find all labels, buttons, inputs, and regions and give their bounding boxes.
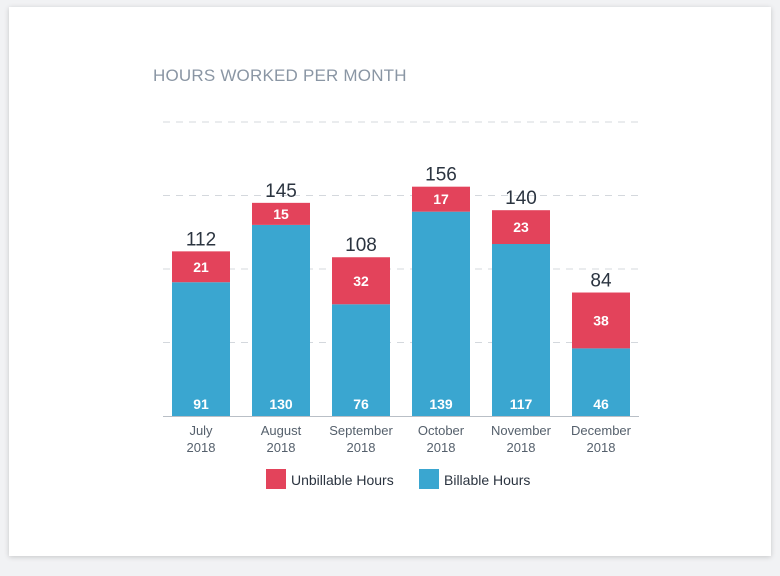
legend: Unbillable Hours Billable Hours bbox=[266, 469, 530, 489]
bar-billable bbox=[572, 348, 630, 416]
data-label-unbillable: 23 bbox=[513, 219, 529, 235]
x-tick-label: 2018 bbox=[507, 440, 536, 455]
data-label-unbillable: 21 bbox=[193, 259, 209, 275]
data-label-billable: 117 bbox=[510, 396, 533, 412]
gridlines bbox=[163, 121, 639, 417]
legend-swatch bbox=[419, 469, 439, 489]
data-label-billable: 139 bbox=[429, 396, 453, 412]
data-label-total: 140 bbox=[505, 188, 537, 209]
data-label-unbillable: 17 bbox=[433, 191, 449, 207]
bar-billable bbox=[412, 211, 470, 416]
bar-billable bbox=[252, 224, 310, 416]
data-label-unbillable: 38 bbox=[593, 312, 609, 328]
bar-billable bbox=[172, 282, 230, 416]
chart-title: HOURS WORKED PER MONTH bbox=[153, 66, 407, 85]
bar-unbillable bbox=[412, 186, 470, 212]
x-tick-label: October bbox=[418, 423, 465, 438]
x-tick-label: 2018 bbox=[187, 440, 216, 455]
data-label-billable: 91 bbox=[193, 396, 209, 412]
bar-billable bbox=[492, 244, 550, 416]
x-tick-label: 2018 bbox=[427, 440, 456, 455]
data-label-billable: 130 bbox=[269, 396, 293, 412]
bar-unbillable bbox=[572, 292, 630, 349]
x-tick-label: July bbox=[189, 423, 213, 438]
data-label-billable: 46 bbox=[593, 396, 609, 412]
data-label-unbillable: 32 bbox=[353, 273, 369, 289]
x-tick-label: 2018 bbox=[587, 440, 616, 455]
data-label-total: 112 bbox=[186, 229, 216, 250]
data-label-total: 84 bbox=[590, 271, 612, 292]
data-label-total: 108 bbox=[345, 235, 377, 256]
data-label-total: 156 bbox=[425, 165, 457, 186]
data-label-unbillable: 15 bbox=[273, 206, 289, 222]
data-label-total: 145 bbox=[265, 181, 297, 202]
labels: 91 21 112 July 2018 130 15 145 August 2018 76 32 108… bbox=[186, 165, 632, 455]
x-tick-label: 2018 bbox=[347, 440, 376, 455]
bar-unbillable bbox=[332, 257, 390, 305]
x-tick-label: 2018 bbox=[267, 440, 296, 455]
legend-label: Billable Hours bbox=[444, 472, 530, 488]
x-tick-label: August bbox=[261, 423, 302, 438]
legend-label: Unbillable Hours bbox=[291, 472, 394, 488]
data-label-billable: 76 bbox=[353, 396, 369, 412]
bar-billable bbox=[332, 304, 390, 416]
bars bbox=[172, 186, 630, 416]
bar-unbillable bbox=[172, 251, 230, 283]
x-tick-label: November bbox=[491, 423, 552, 438]
x-tick-label: September bbox=[329, 423, 393, 438]
x-tick-label: December bbox=[571, 423, 632, 438]
chart-card: HOURS WORKED PER MONTH 91 21 112 July 2018 13… bbox=[9, 7, 771, 556]
legend-swatch bbox=[266, 469, 286, 489]
bar-unbillable bbox=[252, 202, 310, 225]
stacked-bar-chart: HOURS WORKED PER MONTH 91 21 112 July 2018 13… bbox=[153, 66, 639, 489]
bar-unbillable bbox=[492, 210, 550, 245]
